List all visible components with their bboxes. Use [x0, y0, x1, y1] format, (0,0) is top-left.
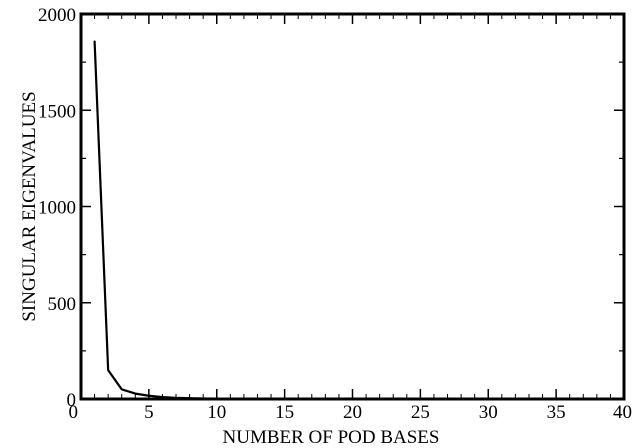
plot-frame — [79, 12, 626, 401]
data-point — [148, 395, 150, 397]
y-tick-label: 1000 — [38, 198, 76, 219]
y-tick-label: 0 — [67, 390, 77, 411]
x-tick-label: 5 — [144, 402, 154, 423]
x-tick-label: 20 — [343, 402, 362, 423]
y-tick-label: 1500 — [38, 101, 76, 122]
data-point — [107, 369, 109, 371]
y-tick-label: 2000 — [38, 5, 76, 26]
x-tick-label: 25 — [411, 402, 430, 423]
x-tick-label: 30 — [479, 402, 498, 423]
x-tick-label: 15 — [275, 402, 294, 423]
y-tick-label: 500 — [48, 294, 77, 315]
data-point — [134, 393, 136, 395]
data-point — [93, 40, 96, 42]
y-tick-labels: 0 500 1000 1500 2000 — [38, 5, 76, 411]
y-axis-title: SINGULAR EIGENVALUES — [19, 91, 40, 321]
x-tick-labels: 0 5 10 15 20 25 30 35 40 — [69, 402, 633, 423]
x-axis-title: NUMBER OF POD BASES — [223, 427, 440, 448]
x-tick-label: 0 — [69, 402, 79, 423]
x-tick-label: 10 — [207, 402, 226, 423]
x-tick-label: 40 — [613, 402, 632, 423]
x-tick-label: 35 — [547, 402, 566, 423]
data-point — [121, 388, 123, 390]
data-point — [161, 396, 164, 398]
